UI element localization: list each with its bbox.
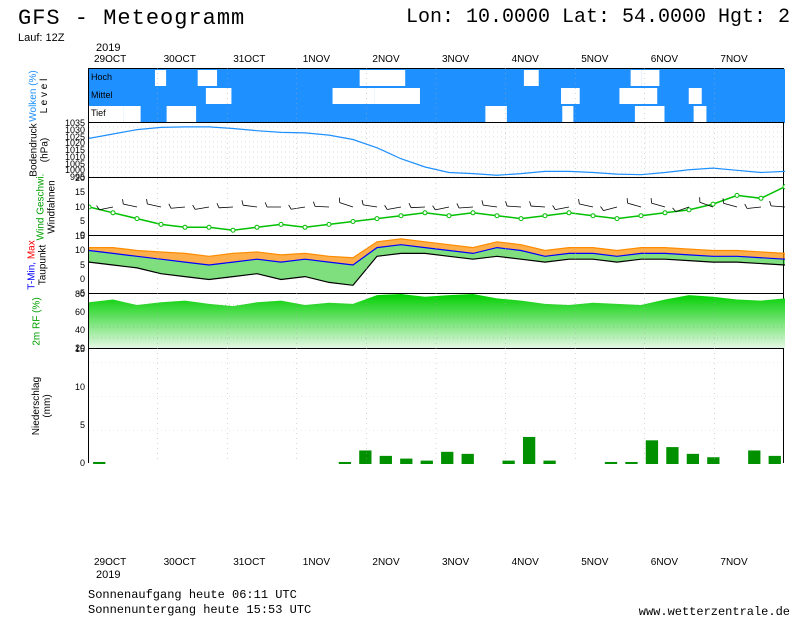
title-left: GFS - Meteogramm: [18, 6, 245, 31]
panel-wind: Wind Geschwi.Windfahnen20151050: [88, 177, 784, 235]
footer-text: Sonnenaufgang heute 06:11 UTC Sonnenunte…: [88, 588, 311, 619]
run-label: Lauf: 12Z: [18, 32, 64, 44]
xaxis-top: 2019 29OCT30OCT31OCT1NOV2NOV3NOV4NOV5NOV…: [88, 42, 784, 66]
panel-rh: 2m RF (%)80604020: [88, 293, 784, 348]
xaxis-year-top: 2019: [96, 42, 120, 54]
xaxis-bottom: 2019 29OCT30OCT31OCT1NOV2NOV3NOV4NOV5NOV…: [88, 557, 784, 581]
panel-clouds: Wolken (%)L e v e lHochMittelTief: [88, 68, 784, 122]
panel-precip: Niederschlag(mm)151050: [88, 348, 784, 463]
panels-container: Wolken (%)L e v e lHochMittelTiefBodendr…: [88, 68, 784, 463]
sunrise-label: Sonnenaufgang heute 06:11 UTC: [88, 588, 311, 604]
title-right: Lon: 10.0000 Lat: 54.0000 Hgt: 2: [406, 6, 790, 31]
panel-pressure: Bodendruck(hPa)1035103010251020101510101…: [88, 122, 784, 177]
xaxis-year-bottom: 2019: [96, 569, 120, 581]
panel-temp: T-Min, MaxTaupunkt151050-5: [88, 235, 784, 293]
sunset-label: Sonnenuntergang heute 15:53 UTC: [88, 603, 311, 619]
watermark: www.wetterzentrale.de: [639, 605, 790, 619]
